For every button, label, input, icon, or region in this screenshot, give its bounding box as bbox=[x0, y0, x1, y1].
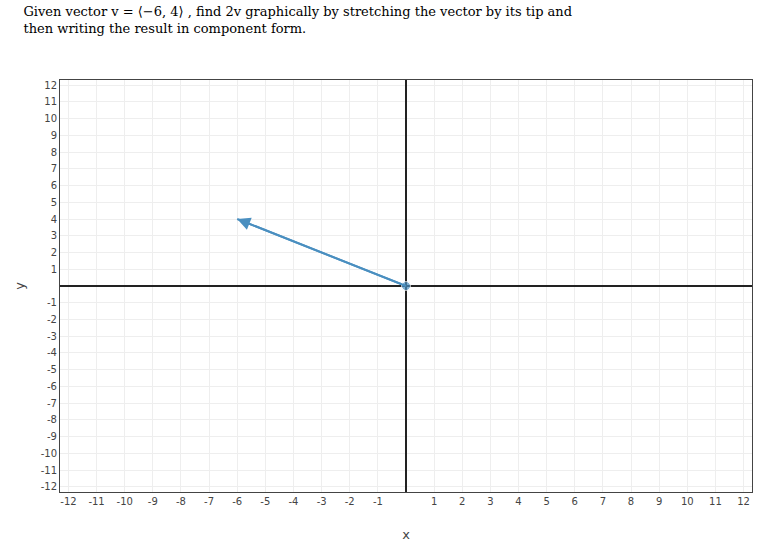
svg-text:y: y bbox=[12, 282, 27, 290]
svg-text:-4: -4 bbox=[288, 496, 298, 507]
svg-text:10: 10 bbox=[44, 113, 57, 124]
svg-text:2: 2 bbox=[459, 496, 465, 507]
svg-text:-7: -7 bbox=[204, 496, 214, 507]
svg-text:-5: -5 bbox=[47, 364, 57, 375]
svg-text:11: 11 bbox=[44, 96, 57, 107]
svg-text:-11: -11 bbox=[41, 465, 57, 476]
svg-text:-10: -10 bbox=[117, 496, 133, 507]
svg-text:5: 5 bbox=[543, 496, 549, 507]
svg-text:3: 3 bbox=[487, 496, 493, 507]
svg-text:-2: -2 bbox=[345, 496, 355, 507]
svg-text:-3: -3 bbox=[47, 331, 57, 342]
svg-text:9: 9 bbox=[51, 130, 57, 141]
svg-text:-2: -2 bbox=[47, 314, 57, 325]
svg-text:-12: -12 bbox=[41, 481, 57, 492]
svg-text:-3: -3 bbox=[317, 496, 327, 507]
svg-text:-12: -12 bbox=[60, 496, 76, 507]
svg-text:1: 1 bbox=[51, 264, 57, 275]
svg-text:x: x bbox=[402, 527, 410, 542]
svg-text:Given vector v = ⟨−6, 4⟩ , fin: Given vector v = ⟨−6, 4⟩ , find 2v graph… bbox=[23, 4, 572, 36]
svg-text:12: 12 bbox=[44, 80, 57, 91]
svg-text:-11: -11 bbox=[88, 496, 104, 507]
svg-text:-8: -8 bbox=[176, 496, 186, 507]
svg-text:4: 4 bbox=[515, 496, 521, 507]
svg-text:-6: -6 bbox=[232, 496, 242, 507]
svg-text:-9: -9 bbox=[47, 431, 57, 442]
svg-text:4: 4 bbox=[51, 214, 57, 225]
svg-text:1: 1 bbox=[431, 496, 437, 507]
svg-text:-6: -6 bbox=[47, 381, 57, 392]
svg-text:12: 12 bbox=[737, 496, 750, 507]
svg-text:-4: -4 bbox=[47, 347, 57, 358]
svg-text:3: 3 bbox=[51, 230, 57, 241]
svg-text:10: 10 bbox=[681, 496, 694, 507]
svg-text:7: 7 bbox=[600, 496, 606, 507]
svg-text:5: 5 bbox=[51, 197, 57, 208]
svg-text:-9: -9 bbox=[148, 496, 158, 507]
svg-text:9: 9 bbox=[656, 496, 662, 507]
svg-text:6: 6 bbox=[572, 496, 578, 507]
svg-text:6: 6 bbox=[51, 180, 57, 191]
svg-text:2: 2 bbox=[51, 247, 57, 258]
svg-text:8: 8 bbox=[51, 147, 57, 158]
svg-text:-5: -5 bbox=[260, 496, 270, 507]
svg-text:-7: -7 bbox=[47, 398, 57, 409]
svg-text:8: 8 bbox=[628, 496, 634, 507]
svg-text:-1: -1 bbox=[373, 496, 383, 507]
svg-text:7: 7 bbox=[51, 163, 57, 174]
svg-text:-8: -8 bbox=[47, 414, 57, 425]
svg-text:11: 11 bbox=[709, 496, 722, 507]
svg-text:-10: -10 bbox=[41, 448, 57, 459]
svg-text:-1: -1 bbox=[47, 297, 57, 308]
